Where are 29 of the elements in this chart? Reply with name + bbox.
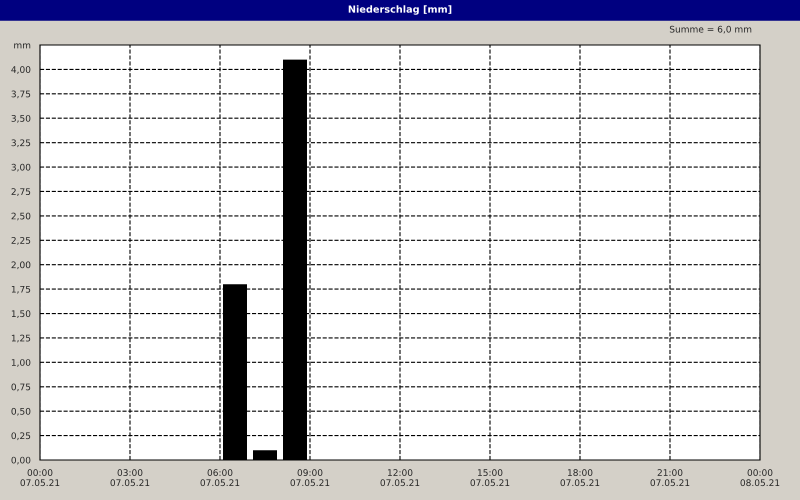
y-tick-label: 1,50 xyxy=(12,310,30,318)
x-tick-label: 21:00 07.05.21 xyxy=(650,469,690,486)
y-tick-label: 0,75 xyxy=(11,383,30,392)
chart-title: Niederschlag [mm] xyxy=(348,5,452,15)
y-tick-label: 4,00 xyxy=(11,66,30,74)
x-tick-label: 03:00 07.05.21 xyxy=(110,469,150,486)
y-tick-label: 3,75 xyxy=(12,90,30,98)
x-tick-label: 00:00 07.05.21 xyxy=(20,469,60,486)
x-tick-label: 00:00 08.05.21 xyxy=(740,469,780,486)
x-tick-label: 18:00 07.05.21 xyxy=(560,469,600,486)
y-tick-label: 0,50 xyxy=(11,408,30,416)
y-tick-label: mm xyxy=(14,43,30,48)
y-tick-label: 1,00 xyxy=(12,359,30,367)
y-tick-label: 2,75 xyxy=(12,188,30,196)
y-tick-label: 2,00 xyxy=(12,261,30,270)
y-tick-label: 1,75 xyxy=(12,286,30,294)
text: Summe = 6,0 mm xyxy=(670,26,752,34)
y-tick-label: 3,25 xyxy=(12,139,30,148)
y-tick-label: 3,00 xyxy=(12,164,30,172)
x-tick-label: 15:00 07.05.21 xyxy=(470,469,510,486)
y-tick-label: 2,50 xyxy=(12,212,30,220)
x-tick-label: 06:00 07.05.21 xyxy=(200,469,240,486)
y-tick-label: 3,50 xyxy=(12,114,30,123)
y-tick-label: 2,25 xyxy=(12,237,30,245)
y-tick-label: 1,25 xyxy=(12,334,30,342)
y-tick-label: 0,00 xyxy=(11,456,30,464)
x-tick-label: 09:00 07.05.21 xyxy=(290,469,330,486)
x-tick-label: 12:00 07.05.21 xyxy=(380,469,420,486)
y-tick-label: 0,25 xyxy=(11,432,30,440)
